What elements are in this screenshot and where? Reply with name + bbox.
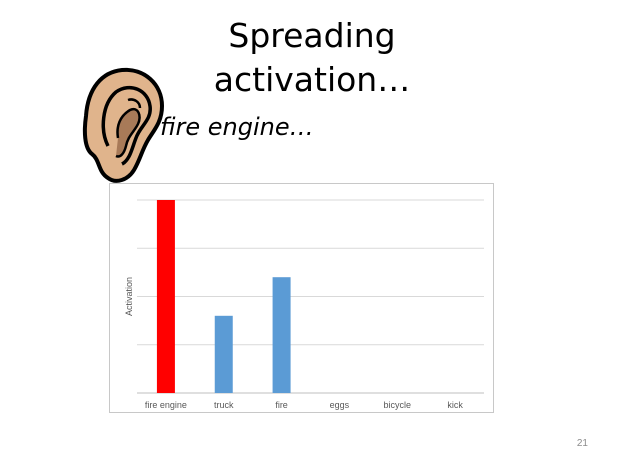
x-tick-label: kick bbox=[447, 400, 463, 410]
slide-title: Spreading activation… bbox=[150, 14, 474, 102]
y-axis-label: Activation bbox=[124, 277, 134, 316]
spoken-phrase: fire engine… bbox=[160, 113, 314, 141]
slide-number: 21 bbox=[576, 438, 588, 449]
title-line-2: activation… bbox=[213, 60, 411, 99]
bar-fire bbox=[272, 277, 291, 393]
activation-chart: Activation fire engine truck fire eggs bicycl… bbox=[109, 183, 494, 413]
x-tick-label: fire engine bbox=[145, 400, 187, 410]
x-tick-label: fire bbox=[275, 400, 288, 410]
bar-truck bbox=[214, 315, 233, 393]
x-tick-label: bicycle bbox=[383, 400, 411, 410]
x-tick-label: eggs bbox=[330, 400, 350, 410]
ear-icon bbox=[82, 67, 165, 183]
chart-canvas: Activation fire engine truck fire eggs bicycl… bbox=[124, 199, 484, 410]
bar-fire-engine bbox=[156, 200, 175, 393]
x-tick-label: truck bbox=[214, 400, 234, 410]
title-line-1: Spreading bbox=[228, 16, 396, 55]
